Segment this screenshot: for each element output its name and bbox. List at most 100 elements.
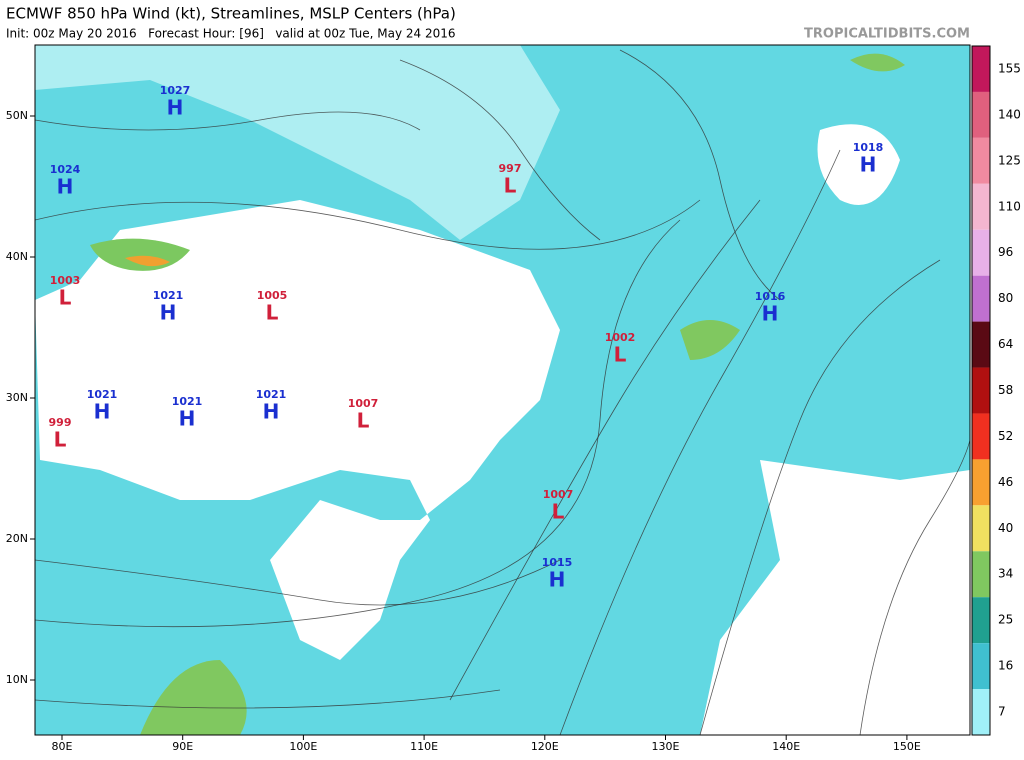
- lon-label: 100E: [289, 740, 317, 753]
- lat-label: 30N: [6, 391, 28, 404]
- pressure-letter: H: [94, 400, 111, 424]
- pressure-value: 1002: [605, 331, 636, 344]
- pressure-value: 1007: [543, 488, 574, 501]
- streamline: [449, 199, 761, 701]
- lon-label: 130E: [652, 740, 680, 753]
- colorbar-label: 110: [998, 199, 1021, 213]
- pressure-value: 1027: [160, 84, 191, 97]
- pressure-value: 1024: [50, 163, 81, 176]
- pressure-value: 1007: [348, 397, 379, 410]
- lon-label: 110E: [410, 740, 438, 753]
- lat-label: 10N: [6, 673, 28, 686]
- pressure-value: 997: [499, 162, 522, 175]
- pressure-letter: H: [160, 301, 177, 325]
- colorbar-label: 52: [998, 429, 1013, 443]
- map-area: [35, 45, 970, 735]
- colorbar-frame: [971, 45, 991, 736]
- pressure-value: 1021: [87, 388, 118, 401]
- colorbar-label: 40: [998, 521, 1013, 535]
- colorbar-band: [972, 689, 990, 735]
- streamline: [35, 559, 561, 606]
- colorbar-label: 125: [998, 153, 1021, 167]
- land-calm: [35, 200, 560, 660]
- colorbar-band: [972, 551, 990, 598]
- colorbar-band: [972, 183, 990, 230]
- pressure-letter: L: [552, 500, 565, 524]
- colorbar-band: [972, 229, 990, 276]
- lon-label: 90E: [172, 740, 193, 753]
- pressure-value: 1021: [172, 395, 203, 408]
- subtitle: Init: 00z May 20 2016 Forecast Hour: [96…: [6, 27, 456, 41]
- lat-label: 40N: [6, 250, 28, 263]
- pressure-letter: H: [762, 302, 779, 326]
- wind-field: [35, 45, 560, 240]
- pressure-letter: L: [59, 286, 72, 310]
- colorbar-label: 140: [998, 107, 1021, 121]
- ocean-calm: [700, 460, 970, 735]
- site-name: TROPICALTIDBITS.COM: [804, 27, 970, 42]
- map-frame: [34, 44, 971, 736]
- colorbar-label: 34: [998, 567, 1013, 581]
- colorbar-band: [972, 137, 990, 184]
- lat-label: 20N: [6, 532, 28, 545]
- colorbar-label: 64: [998, 337, 1013, 351]
- lat-label: 50N: [6, 109, 28, 122]
- colorbar-band: [972, 275, 990, 322]
- streamline: [35, 111, 421, 131]
- streamline: [619, 49, 781, 301]
- colorbar-label: 7: [998, 705, 1006, 719]
- pressure-value: 1003: [50, 274, 81, 287]
- lon-label: 120E: [531, 740, 559, 753]
- colorbar-band: [972, 91, 990, 138]
- streamline: [699, 259, 941, 735]
- pressure-letter: L: [614, 343, 627, 367]
- calm-area: [817, 124, 900, 205]
- pressure-letter: L: [54, 428, 67, 452]
- pressure-letter: H: [179, 407, 196, 431]
- pressure-value: 999: [49, 416, 72, 429]
- streamline: [35, 199, 701, 250]
- streamline: [35, 219, 681, 628]
- title: ECMWF 850 hPa Wind (kt), Streamlines, MS…: [6, 5, 456, 23]
- jet-core: [125, 255, 170, 267]
- streamline: [35, 689, 501, 709]
- pressure-letter: L: [357, 409, 370, 433]
- colorbar-band: [972, 413, 990, 460]
- pressure-value: 1018: [853, 141, 884, 154]
- pressure-letter: H: [860, 153, 877, 177]
- pressure-value: 1016: [755, 290, 786, 303]
- streamline: [559, 149, 841, 735]
- pressure-letter: L: [266, 301, 279, 325]
- pressure-value: 1021: [256, 388, 287, 401]
- colorbar-label: 25: [998, 613, 1013, 627]
- pressure-letter: H: [57, 175, 74, 199]
- colorbar-band: [972, 46, 990, 92]
- pressure-value: 1005: [257, 289, 288, 302]
- colorbar-band: [972, 597, 990, 644]
- colorbar-band: [972, 367, 990, 414]
- colorbar-label: 80: [998, 291, 1013, 305]
- pressure-letter: H: [263, 400, 280, 424]
- colorbar-band: [972, 643, 990, 690]
- streamline: [399, 59, 601, 241]
- lon-label: 140E: [772, 740, 800, 753]
- streamline: [859, 420, 970, 735]
- pressure-value: 1015: [542, 556, 573, 569]
- jet-patch: [850, 53, 905, 72]
- jet-patch: [680, 320, 740, 360]
- colorbar-label: 155: [998, 61, 1021, 75]
- colorbar-label: 58: [998, 383, 1013, 397]
- colorbar-band: [972, 505, 990, 552]
- colorbar-band: [972, 459, 990, 506]
- colorbar-label: 46: [998, 475, 1013, 489]
- lon-label: 150E: [893, 740, 921, 753]
- pressure-letter: H: [549, 568, 566, 592]
- pressure-value: 1021: [153, 289, 184, 302]
- colorbar-band: [972, 321, 990, 368]
- lon-label: 80E: [52, 740, 73, 753]
- pressure-letter: H: [167, 96, 184, 120]
- pressure-letter: L: [504, 174, 517, 198]
- colorbar-label: 16: [998, 659, 1013, 673]
- colorbar-label: 96: [998, 245, 1013, 259]
